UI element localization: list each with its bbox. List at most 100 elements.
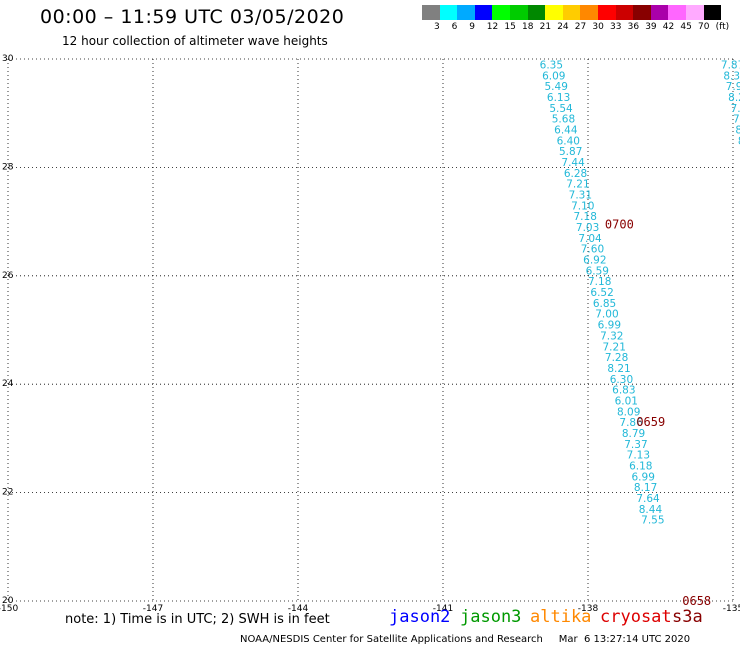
legend-label: 39	[645, 22, 657, 32]
credit-timestamp: Mar 6 13:27:14 UTC 2020	[558, 634, 691, 645]
swh-value: 7.87	[721, 59, 740, 71]
legend-label: (ft)	[715, 22, 730, 32]
legend-label: 3	[434, 22, 440, 32]
credit-org: NOAA/NESDIS Center for Satellite Applica…	[240, 634, 543, 645]
legend-label: 18	[522, 22, 534, 32]
time-label: 0700	[605, 217, 634, 231]
swh-value: 7.46	[733, 114, 740, 126]
swh-value: 7.13	[627, 450, 650, 462]
lon-tick-label: -144	[288, 604, 309, 612]
swh-value: 6.59	[586, 265, 609, 277]
satellite-s3a: s3a	[672, 607, 703, 627]
legend-swatch	[685, 5, 704, 20]
satellite-jason2: jason2	[389, 607, 451, 627]
legend-label: 21	[539, 22, 552, 32]
swh-value: 8.79	[622, 428, 645, 440]
swh-value: 6.52	[590, 287, 613, 299]
swh-value: 7.93	[726, 81, 740, 93]
legend-swatch	[562, 5, 581, 20]
lat-tick-label: 24	[2, 379, 14, 389]
swh-value: 6.18	[629, 461, 652, 473]
legend-label: 36	[627, 22, 640, 32]
swh-value: 6.28	[564, 168, 587, 180]
swh-value: 7.86	[619, 417, 643, 429]
swh-value: 8.31	[723, 70, 740, 82]
legend-swatch	[509, 5, 528, 20]
swh-value: 7.44	[561, 157, 585, 169]
swh-value: 7.72	[731, 103, 740, 115]
lon-tick-label: -147	[143, 604, 163, 612]
swh-value: 7.32	[600, 330, 623, 342]
lat-tick-label: 22	[2, 488, 13, 498]
swh-value: 6.01	[615, 395, 638, 407]
legend-swatch	[580, 5, 598, 20]
swh-value: 7.55	[641, 515, 664, 527]
swh-value: 8.09	[735, 124, 740, 136]
legend-swatch	[668, 5, 686, 20]
swh-value: 7.60	[581, 244, 604, 256]
legend-swatch	[492, 5, 510, 20]
swh-value: 7.31	[569, 190, 592, 202]
swh-value: 5.54	[549, 103, 573, 115]
legend-swatch	[422, 5, 440, 20]
swh-value: 8.85	[738, 135, 740, 147]
legend-swatches	[422, 5, 740, 20]
legend-label: 42	[662, 22, 675, 32]
time-label: 0658	[682, 594, 711, 608]
legend-swatch	[545, 5, 563, 20]
swh-value: 6.85	[593, 298, 616, 310]
legend-label: 30	[592, 22, 604, 32]
swh-value: 6.92	[583, 255, 606, 267]
legend-label: 45	[680, 22, 692, 32]
lat-tick-label: 26	[2, 271, 14, 281]
swh-value: 8.21	[607, 363, 630, 375]
legend-swatch	[650, 5, 669, 20]
swh-value: 7.00	[595, 309, 618, 321]
swh-value: 7.37	[624, 439, 647, 451]
legend-label: 6	[451, 22, 458, 32]
swh-value: 6.83	[612, 385, 635, 397]
lat-tick-label: 28	[2, 162, 14, 172]
legend-swatch	[527, 5, 546, 20]
legend-label: 27	[574, 22, 587, 32]
satellite-cryosat: cryosat	[600, 607, 672, 627]
legend-swatch	[703, 5, 722, 20]
legend-swatch	[474, 5, 493, 20]
wave-height-map: 30 28 26 24 22 20-150 -147 -144 -141 -138 -135 6.3…	[0, 54, 740, 612]
legend-label: 12	[486, 22, 499, 32]
swh-value: 6.09	[542, 70, 565, 82]
legend-swatch	[439, 5, 458, 20]
swh-value: 6.13	[547, 92, 570, 104]
lon-tick-label: -141	[433, 604, 453, 612]
chart-subtitle: 12 hour collection of altimeter wave hei…	[62, 34, 328, 48]
map-axes: 30 28 26 24 22 20-150 -147 -144 -141 -138 -135	[0, 54, 740, 612]
footnote: note: 1) Time is in UTC; 2) SWH is in fe…	[65, 612, 330, 627]
swh-value: 6.99	[598, 320, 621, 332]
legend-swatch	[615, 5, 634, 20]
legend-label: 24	[557, 22, 569, 32]
legend-swatch	[457, 5, 475, 20]
satellite-altika: altika	[530, 607, 592, 627]
lon-tick-label: -138	[578, 604, 599, 612]
swh-value: 5.87	[559, 146, 582, 158]
swh-value: 7.10	[571, 200, 594, 212]
swh-value: 8.21	[728, 92, 740, 104]
color-legend: 3 6 9 12 15 18 21 24 27 30 33 36 39 42 45 70 (ft)	[422, 5, 740, 34]
swh-value: 7.18	[574, 211, 597, 223]
time-markers: 0700 0659 0658	[605, 217, 711, 608]
lat-tick-label: 20	[2, 596, 14, 606]
chart-title: 00:00 – 11:59 UTC 03/05/2020	[40, 6, 345, 28]
swh-value: 7.04	[578, 233, 602, 245]
swh-value: 7.18	[588, 276, 611, 288]
credit-line: NOAA/NESDIS Center for Satellite Applica…	[240, 634, 690, 645]
lat-tick-label: 30	[2, 54, 14, 64]
swh-value: 6.99	[632, 471, 655, 483]
legend-label: 33	[610, 22, 622, 32]
legend-labels: 3 6 9 12 15 18 21 24 27 30 33 36 39 42 45 70 (ft)	[422, 20, 740, 34]
legend-label: 9	[469, 22, 475, 32]
swh-value: 5.49	[545, 81, 568, 93]
swh-value: 7.28	[605, 352, 628, 364]
map-grid	[7, 58, 734, 602]
swh-value: 8.09	[617, 406, 640, 418]
swh-value: 7.21	[566, 179, 589, 191]
